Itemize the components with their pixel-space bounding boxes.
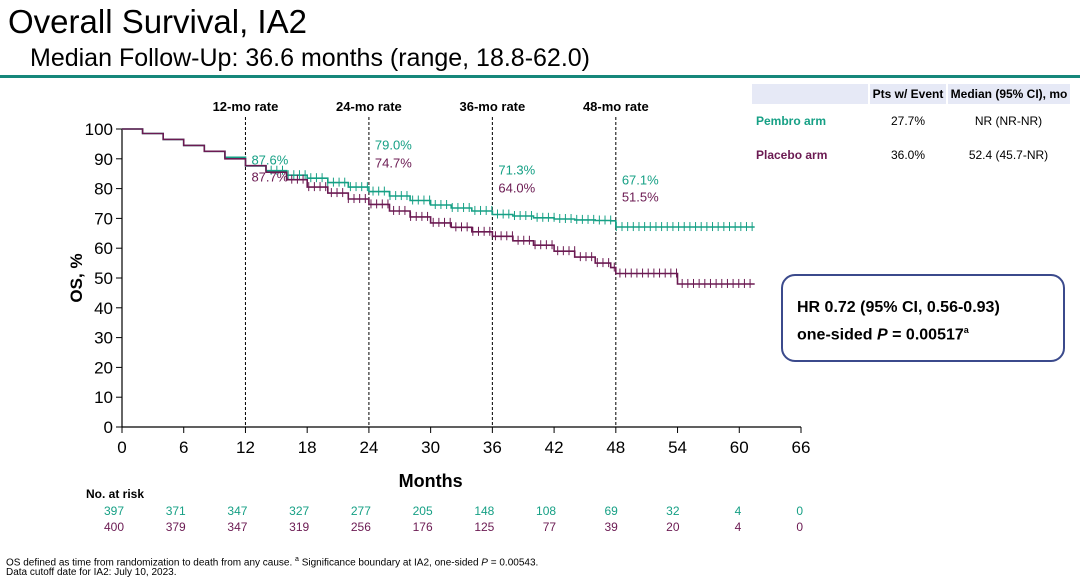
title-divider: [0, 75, 1080, 78]
legend-pts-event-pembro: 27.7%: [890, 114, 926, 128]
at-risk-placebo: 20: [666, 520, 680, 534]
x-axis-title: Months: [399, 471, 463, 491]
y-tick-label: 50: [94, 269, 113, 288]
at-risk-pembro: 347: [227, 504, 247, 518]
at-risk-pembro: 397: [104, 504, 124, 518]
page-subtitle: Median Follow-Up: 36.6 months (range, 18…: [30, 44, 591, 72]
p-value-footnote-mark: a: [963, 325, 969, 335]
rate-label-pembro: 67.1%: [622, 173, 659, 188]
at-risk-pembro: 69: [604, 504, 618, 518]
landmark-label: 36-mo rate: [459, 99, 525, 114]
rate-label-placebo: 87.7%: [251, 170, 288, 185]
at-risk-pembro: 205: [413, 504, 433, 518]
at-risk-pembro: 4: [735, 504, 742, 518]
legend-header-median: Median (95% CI), mo: [946, 84, 1070, 104]
rate-label-placebo: 64.0%: [498, 181, 535, 196]
footnote-cutoff: Data cutoff date for IA2: July 10, 2023.: [6, 567, 177, 578]
at-risk-placebo: 39: [604, 520, 618, 534]
footnote-text-b: Significance boundary at IA2, one-sided: [298, 557, 482, 569]
legend-header-pts-event: Pts w/ Event: [868, 84, 947, 104]
p-value-symbol: P: [877, 326, 888, 344]
x-tick-label: 12: [236, 438, 255, 457]
survival-curve-placebo: [122, 128, 755, 285]
y-axis-title: OS, %: [67, 253, 86, 302]
footnote-text-c: = 0.00543.: [487, 557, 539, 569]
legend-pts-event-placebo: 36.0%: [890, 148, 926, 162]
at-risk-placebo: 77: [543, 520, 557, 534]
legend-arm-pembro: Pembro arm: [756, 114, 827, 128]
y-tick-label: 20: [94, 358, 113, 377]
at-risk-placebo: 319: [289, 520, 309, 534]
at-risk-placebo: 256: [351, 520, 371, 534]
footnote-text-a: OS defined as time from randomization to…: [6, 557, 296, 569]
x-tick-label: 6: [179, 438, 188, 457]
y-tick-label: 90: [94, 150, 113, 169]
x-tick-label: 66: [792, 438, 811, 457]
y-tick-label: 80: [94, 180, 113, 199]
x-tick-label: 24: [359, 438, 378, 457]
at-risk-placebo: 0: [796, 520, 803, 534]
landmark-label: 12-mo rate: [213, 99, 279, 114]
at-risk-pembro: 327: [289, 504, 309, 518]
at-risk-pembro: 148: [474, 504, 494, 518]
page-title: Overall Survival, IA2: [8, 3, 307, 40]
x-tick-label: 36: [483, 438, 502, 457]
rate-label-pembro: 87.6%: [251, 153, 288, 168]
hazard-ratio-box: HR 0.72 (95% CI, 0.56-0.93) one-sided P …: [781, 274, 1065, 362]
rate-label-pembro: 71.3%: [498, 163, 535, 178]
at-risk-pembro: 371: [166, 504, 186, 518]
at-risk-placebo: 400: [104, 520, 124, 534]
at-risk-placebo: 347: [227, 520, 247, 534]
x-tick-label: 30: [421, 438, 440, 457]
at-risk-placebo: 176: [413, 520, 433, 534]
hazard-ratio-line: HR 0.72 (95% CI, 0.56-0.93): [797, 299, 1000, 316]
at-risk-pembro: 108: [536, 504, 556, 518]
at-risk-pembro: 32: [666, 504, 680, 518]
at-risk-pembro: 277: [351, 504, 371, 518]
x-tick-label: 48: [606, 438, 625, 457]
rate-label-placebo: 51.5%: [622, 190, 659, 205]
legend-median-placebo: 52.4 (45.7-NR): [968, 148, 1049, 162]
p-value-prefix: one-sided: [797, 326, 878, 344]
y-tick-label: 70: [94, 209, 113, 228]
x-tick-label: 18: [298, 438, 317, 457]
legend-row-placebo: Placebo arm 36.0% 52.4 (45.7-NR): [752, 138, 1070, 172]
at-risk-placebo: 379: [166, 520, 186, 534]
rate-label-pembro: 79.0%: [375, 138, 412, 153]
legend-arm-placebo: Placebo arm: [756, 148, 828, 162]
x-tick-label: 60: [730, 438, 749, 457]
legend-table: Pts w/ Event Median (95% CI), mo Pembro …: [752, 84, 1070, 172]
at-risk-title: No. at risk: [86, 487, 144, 501]
p-value-number: = 0.00517: [887, 326, 964, 344]
at-risk-placebo: 125: [474, 520, 494, 534]
y-tick-label: 0: [104, 418, 113, 437]
p-value-line: one-sided P = 0.00517a: [797, 319, 1063, 346]
landmark-label: 48-mo rate: [583, 99, 649, 114]
legend-row-pembro: Pembro arm 27.7% NR (NR-NR): [752, 104, 1070, 138]
y-tick-label: 100: [85, 120, 113, 139]
x-tick-label: 42: [545, 438, 564, 457]
y-tick-label: 30: [94, 329, 113, 348]
at-risk-placebo: 4: [735, 520, 742, 534]
survival-curve-pembro: [122, 128, 755, 228]
footnote-definition: OS defined as time from randomization to…: [6, 554, 538, 569]
landmark-label: 24-mo rate: [336, 99, 402, 114]
x-tick-label: 0: [117, 438, 126, 457]
y-tick-label: 10: [94, 388, 113, 407]
footnote-p-symbol: P: [481, 557, 488, 569]
legend-median-pembro: NR (NR-NR): [974, 114, 1043, 128]
at-risk-pembro: 0: [796, 504, 803, 518]
footnote-sup: a: [295, 556, 299, 563]
rate-label-placebo: 74.7%: [375, 156, 412, 171]
y-tick-label: 40: [94, 299, 113, 318]
y-tick-label: 60: [94, 239, 113, 258]
legend-header-arm: [752, 84, 869, 104]
x-tick-label: 54: [668, 438, 687, 457]
